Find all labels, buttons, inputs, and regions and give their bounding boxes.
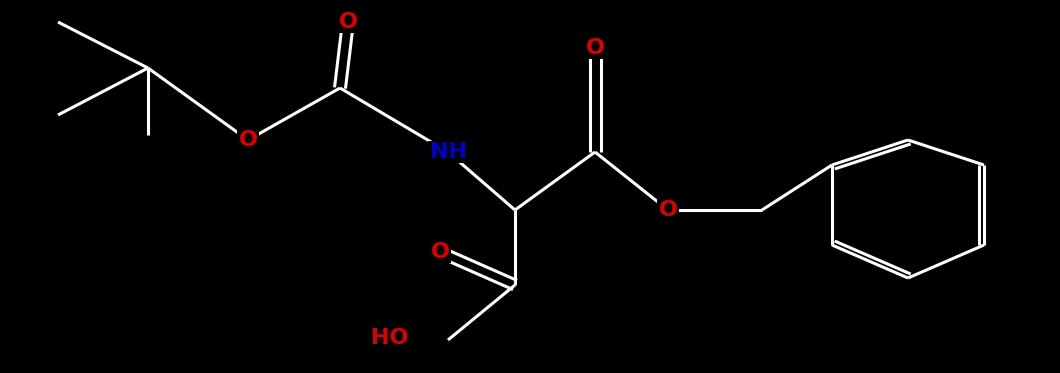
Text: HO: HO [371,328,409,348]
Text: NH: NH [429,142,466,162]
Text: O: O [238,130,258,150]
Text: O: O [585,38,604,58]
Text: O: O [658,200,677,220]
Text: O: O [338,12,357,32]
Text: O: O [430,242,449,262]
